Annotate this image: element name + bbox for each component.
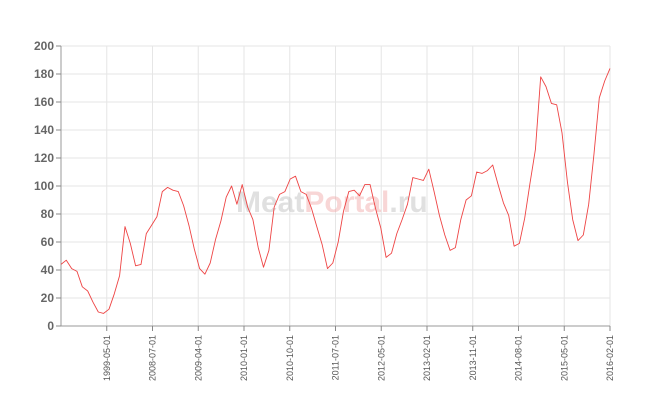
y-tick-label: 140 bbox=[34, 123, 54, 137]
watermark: MeatPortal.ru bbox=[236, 186, 428, 219]
y-tick-label: 100 bbox=[34, 179, 54, 193]
y-axis-ticks: 0 20 40 60 80 100 120 140 160 180 200 bbox=[34, 39, 61, 333]
y-tick-label: 20 bbox=[41, 291, 55, 305]
x-tick-label: 1999-05-01 bbox=[102, 335, 112, 381]
y-tick-label: 200 bbox=[34, 39, 54, 53]
x-tick-label: 2010-01-01 bbox=[239, 335, 249, 381]
x-tick-label: 2010-10-01 bbox=[285, 335, 295, 381]
series-group bbox=[60, 68, 611, 314]
x-tick-label: 2014-08-01 bbox=[514, 335, 524, 381]
y-tick-label: 0 bbox=[47, 319, 54, 333]
watermark-part-3: .ru bbox=[389, 186, 427, 219]
watermark-part-2: Portal bbox=[304, 186, 389, 219]
y-tick-label: 160 bbox=[34, 95, 54, 109]
y-tick-label: 80 bbox=[41, 207, 55, 221]
x-tick-label: 2015-05-01 bbox=[559, 335, 569, 381]
y-tick-label: 180 bbox=[34, 67, 54, 81]
y-tick-label: 40 bbox=[41, 263, 55, 277]
x-tick-label: 2013-02-01 bbox=[422, 335, 432, 381]
y-tick-label: 60 bbox=[41, 235, 55, 249]
x-tick-label: 2009-04-01 bbox=[193, 335, 203, 381]
svg-text:MeatPortal.ru: MeatPortal.ru bbox=[236, 186, 428, 219]
x-tick-label: 2012-05-01 bbox=[376, 335, 386, 381]
x-tick-label: 2008-07-01 bbox=[148, 335, 158, 381]
series-line-0 bbox=[60, 68, 611, 314]
watermark-part-1: Meat bbox=[236, 186, 304, 219]
x-axis-ticks: 1999-05-01 2008-07-01 2009-04-01 2010-01-01… bbox=[102, 326, 615, 381]
x-tick-label: 2013-11-01 bbox=[468, 335, 478, 380]
y-tick-label: 120 bbox=[34, 151, 54, 165]
x-tick-label: 2016-02-01 bbox=[605, 335, 615, 381]
x-tick-label: 2011-07-01 bbox=[331, 335, 341, 380]
grid-lines bbox=[61, 45, 611, 326]
